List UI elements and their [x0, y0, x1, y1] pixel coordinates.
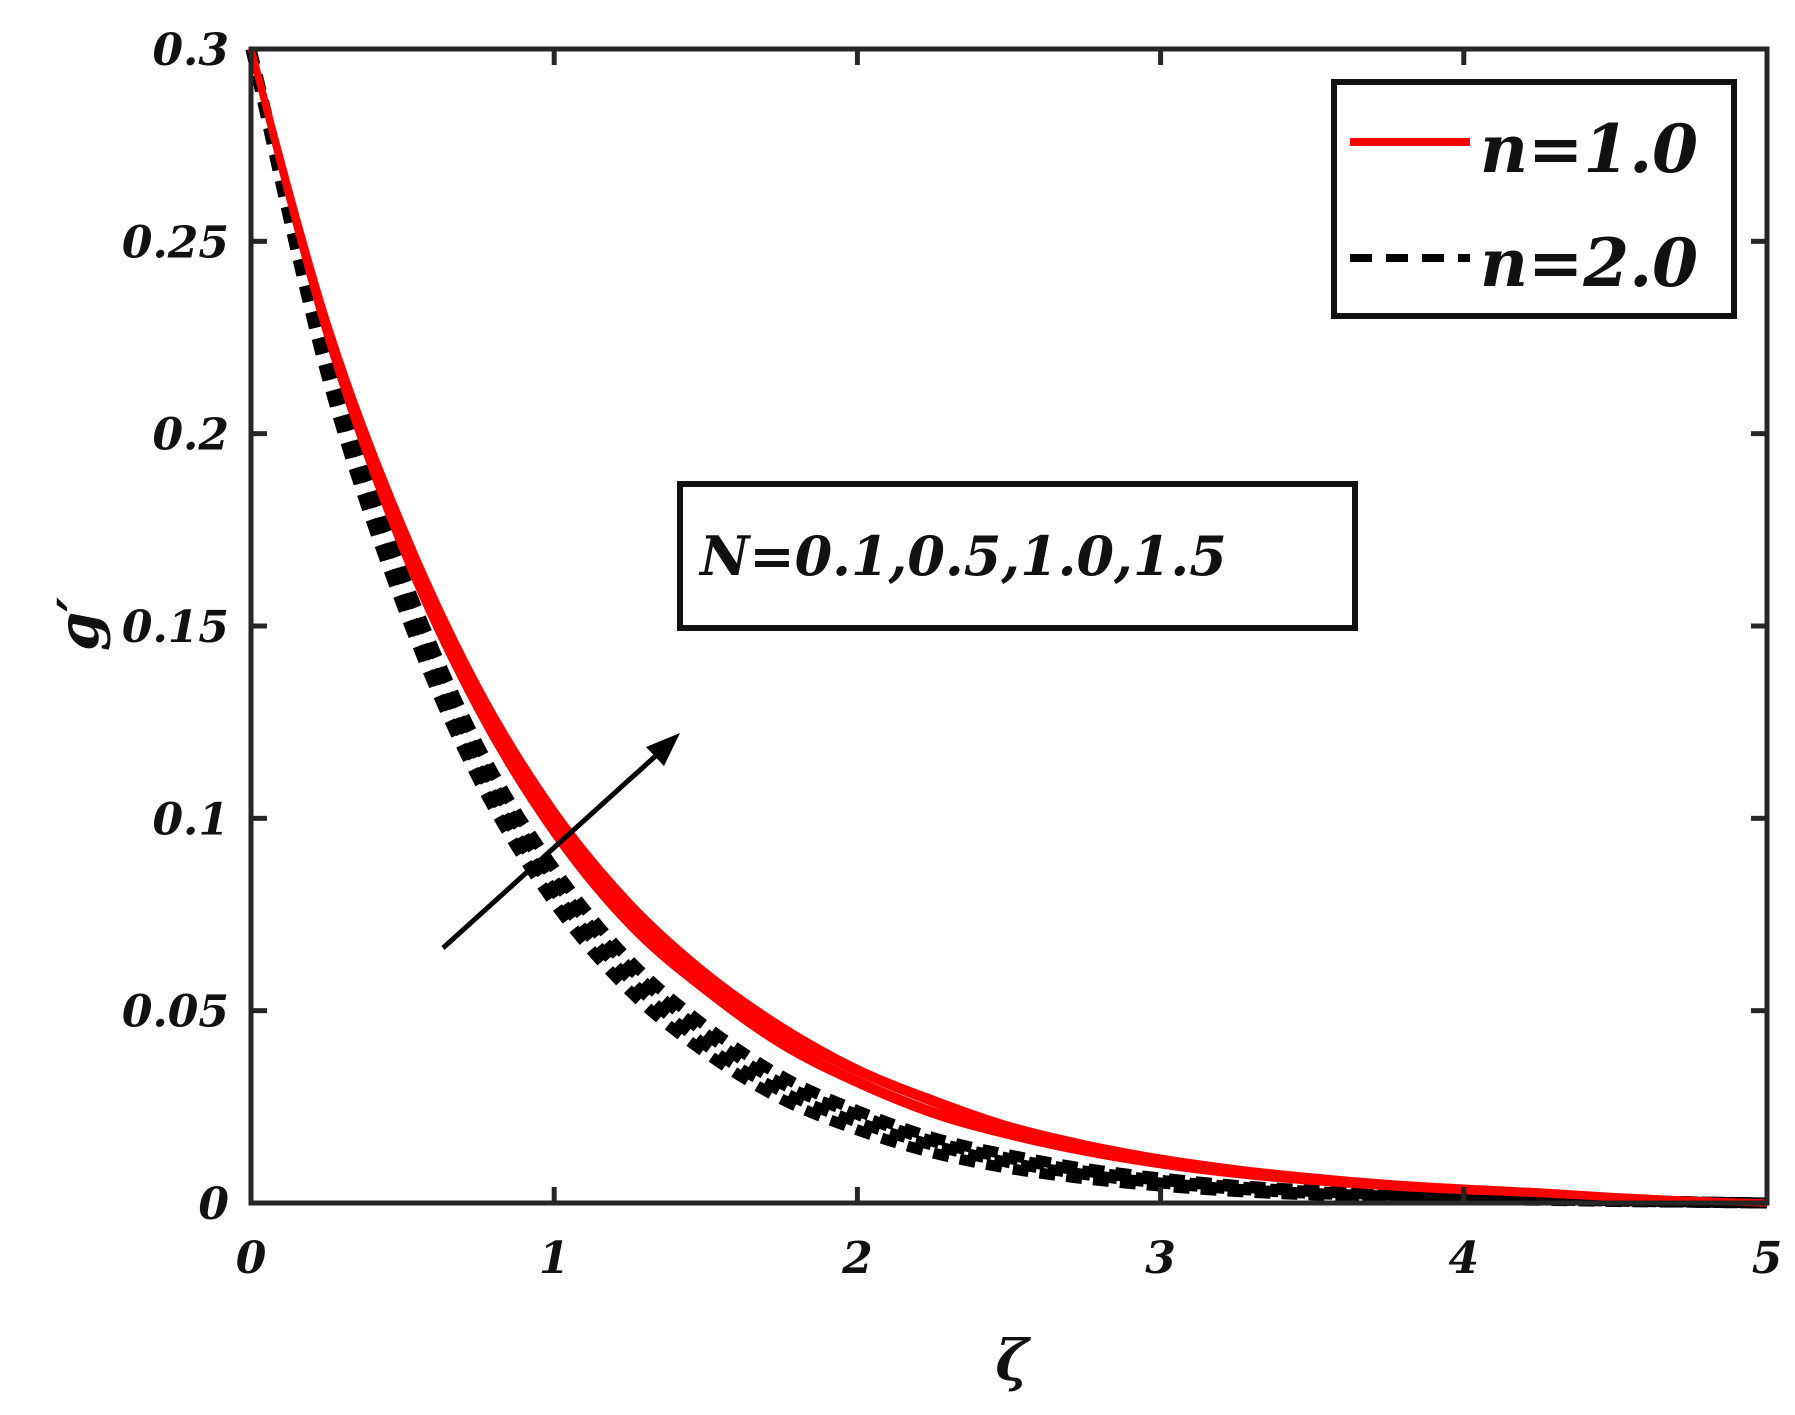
ticks-layer: 0 1 2 3 4 5 0 0.05 0.1 0.15 0.2 0.25 0.3 — [122, 25, 1782, 1284]
x-tick-label: 1 — [539, 1233, 570, 1284]
trend-arrow-head — [646, 733, 680, 766]
x-tick-label: 5 — [1752, 1233, 1783, 1284]
x-tick-label: 2 — [841, 1233, 873, 1284]
x-tick-label: 3 — [1145, 1233, 1176, 1284]
series-line-n2-N1_5 — [245, 47, 1768, 1209]
x-tick-label: 4 — [1448, 1233, 1479, 1284]
trend-arrow-shaft — [441, 750, 662, 950]
legend-box — [1331, 79, 1737, 319]
y-tick-label: 0.3 — [152, 25, 229, 76]
y-axis-label: g′ — [46, 597, 112, 651]
y-tick-label: 0.2 — [152, 410, 229, 461]
annotation-box — [677, 481, 1358, 631]
x-tick-label: 0 — [236, 1233, 267, 1284]
y-tick-label: 0.15 — [122, 602, 229, 653]
y-tick-label: 0 — [198, 1179, 229, 1230]
y-tick-label: 0.25 — [122, 217, 229, 268]
y-tick-label: 0.1 — [152, 794, 229, 845]
legend-label-n1: n=1.0 — [1480, 110, 1698, 188]
series-line-n1-N1_5 — [247, 48, 1768, 1207]
x-axis-label: ζ — [995, 1328, 1031, 1394]
legend-label-n2: n=2.0 — [1480, 224, 1698, 302]
series-layer — [245, 47, 1768, 1209]
legend: n=1.0 n=2.0 — [1331, 79, 1737, 319]
annotation-text: N=0.1,0.5,1.0,1.5 — [698, 524, 1227, 588]
plot-area-frame — [248, 46, 1770, 1206]
y-tick-label: 0.05 — [122, 987, 229, 1038]
